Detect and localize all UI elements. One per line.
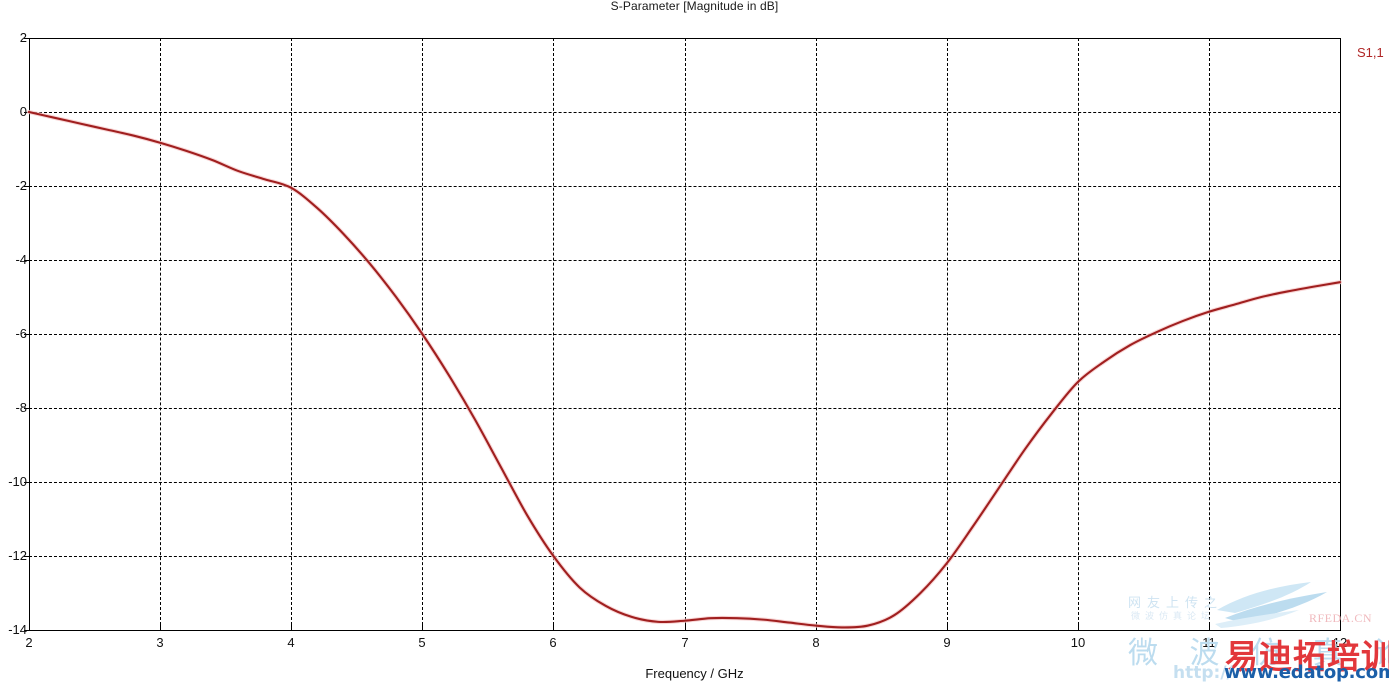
gridline-vertical <box>816 38 817 630</box>
x-tick-label: 6 <box>549 635 557 650</box>
axis-right-border <box>1340 38 1341 631</box>
chart-title: S-Parameter [Magnitude in dB] <box>610 0 779 13</box>
x-tick-label: 10 <box>1070 635 1086 650</box>
y-tick-label: -12 <box>8 548 27 563</box>
legend-entry-s11[interactable]: S1,1 <box>1357 45 1384 60</box>
gridline-vertical <box>422 38 423 630</box>
gridline-vertical <box>685 38 686 630</box>
x-tick-label: 8 <box>812 635 820 650</box>
y-tick-label: 2 <box>19 30 27 45</box>
watermark-swoosh-icon <box>1215 580 1345 632</box>
x-tick-label: 5 <box>418 635 426 650</box>
y-tick-label: -14 <box>8 622 27 637</box>
x-tick-label: 4 <box>287 635 295 650</box>
gridline-vertical <box>160 38 161 630</box>
x-tick-label: 11 <box>1202 635 1216 650</box>
gridline-vertical <box>553 38 554 630</box>
gridline-vertical <box>291 38 292 630</box>
watermark-cn-top2: 微波仿真论坛 <box>1131 612 1216 622</box>
axis-left-border <box>29 38 30 631</box>
x-tick-label: 3 <box>156 635 164 650</box>
y-tick-label: -4 <box>15 252 27 267</box>
x-tick-label: 2 <box>25 635 33 650</box>
x-tick-label: 9 <box>943 635 951 650</box>
y-tick-label: 0 <box>19 104 27 119</box>
axis-bottom-border <box>29 630 1341 631</box>
y-tick-label: -8 <box>15 400 27 415</box>
axis-top-border <box>29 38 1341 39</box>
y-tick-mark <box>24 38 30 39</box>
y-tick-label: -6 <box>15 326 27 341</box>
gridline-vertical <box>1078 38 1079 630</box>
gridline-vertical <box>1209 38 1210 630</box>
x-axis-title: Frequency / GHz <box>645 666 744 681</box>
y-tick-label: -10 <box>8 474 27 489</box>
x-tick-label: 7 <box>681 635 689 650</box>
x-tick-label: 12 <box>1332 635 1348 650</box>
y-tick-mark <box>24 630 30 631</box>
gridline-vertical <box>947 38 948 630</box>
y-tick-label: -2 <box>15 178 27 193</box>
